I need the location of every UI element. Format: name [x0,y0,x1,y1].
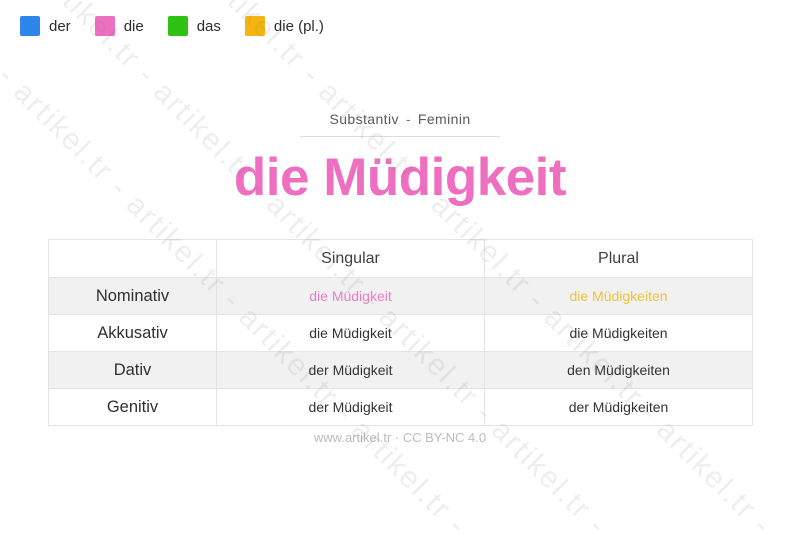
das-color-swatch [167,16,188,36]
die-plural-color-swatch [244,16,265,36]
genitiv-plural-value: der Müdigkeiten [484,388,753,426]
site-license-link[interactable]: www.artikel.tr · CC BY-NC 4.0 [313,430,487,445]
word-classification: Substantiv - Feminin [0,111,800,127]
legend-item-der: der [20,16,71,36]
genitiv-singular-value: der Müdigkeit [216,388,485,426]
singular-column-header: Singular [216,239,485,278]
nominativ-plural-value: die Müdigkeiten [484,277,753,315]
table-row-dativ: Dativ der Müdigkeit den Müdigkeiten [48,351,753,389]
legend-label-der: der [49,17,71,35]
legend-label-das: das [196,17,221,35]
table-header-row: Singular Plural [48,239,753,278]
case-label-genitiv: Genitiv [48,388,217,426]
article-legend: der die das die (pl.) [20,16,324,36]
legend-item-die-plural: die (pl.) [244,16,324,36]
akkusativ-plural-value: die Müdigkeiten [484,314,753,352]
table-row-akkusativ: Akkusativ die Müdigkeit die Müdigkeiten [48,314,753,352]
table-row-nominativ: Nominativ die Müdigkeit die Müdigkeiten [48,277,753,315]
plural-column-header: Plural [484,239,753,278]
footer-attribution: www.artikel.tr · CC BY-NC 4.0 [0,430,800,445]
case-label-dativ: Dativ [48,351,217,389]
die-color-swatch [94,16,115,36]
declension-table: Singular Plural Nominativ die Müdigkeit … [48,239,753,426]
nominativ-singular-value: die Müdigkeit [216,277,485,315]
page-title: die Müdigkeit [233,148,567,207]
word-gender-label: Feminin [417,111,471,127]
table-row-genitiv: Genitiv der Müdigkeit der Müdigkeiten [48,388,753,426]
dativ-plural-value: den Müdigkeiten [484,351,753,389]
legend-item-die: die [94,16,144,36]
akkusativ-singular-value: die Müdigkeit [216,314,485,352]
legend-label-die: die [123,17,144,35]
case-label-akkusativ: Akkusativ [48,314,217,352]
dativ-singular-value: der Müdigkeit [216,351,485,389]
legend-label-die-plural: die (pl.) [273,17,324,35]
word-type-label: Substantiv [329,111,399,127]
case-label-nominativ: Nominativ [48,277,217,315]
subtitle-divider [300,136,500,137]
case-column-header [48,239,217,278]
der-color-swatch [20,16,40,36]
legend-item-das: das [167,16,221,36]
classification-separator: - [405,111,411,127]
